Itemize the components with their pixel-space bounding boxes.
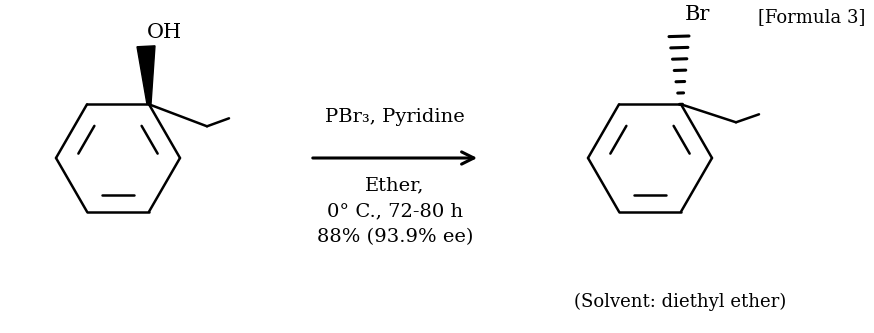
Text: 88% (93.9% ee): 88% (93.9% ee) [316,228,473,246]
Text: OH: OH [147,23,182,42]
Text: Br: Br [684,5,710,24]
Text: [Formula 3]: [Formula 3] [758,8,865,26]
Text: 0° C., 72-80 h: 0° C., 72-80 h [327,202,463,220]
Text: Ether,: Ether, [365,176,425,194]
Polygon shape [137,46,155,105]
Text: (Solvent: diethyl ether): (Solvent: diethyl ether) [574,293,786,311]
Text: PBr₃, Pyridine: PBr₃, Pyridine [325,108,465,126]
